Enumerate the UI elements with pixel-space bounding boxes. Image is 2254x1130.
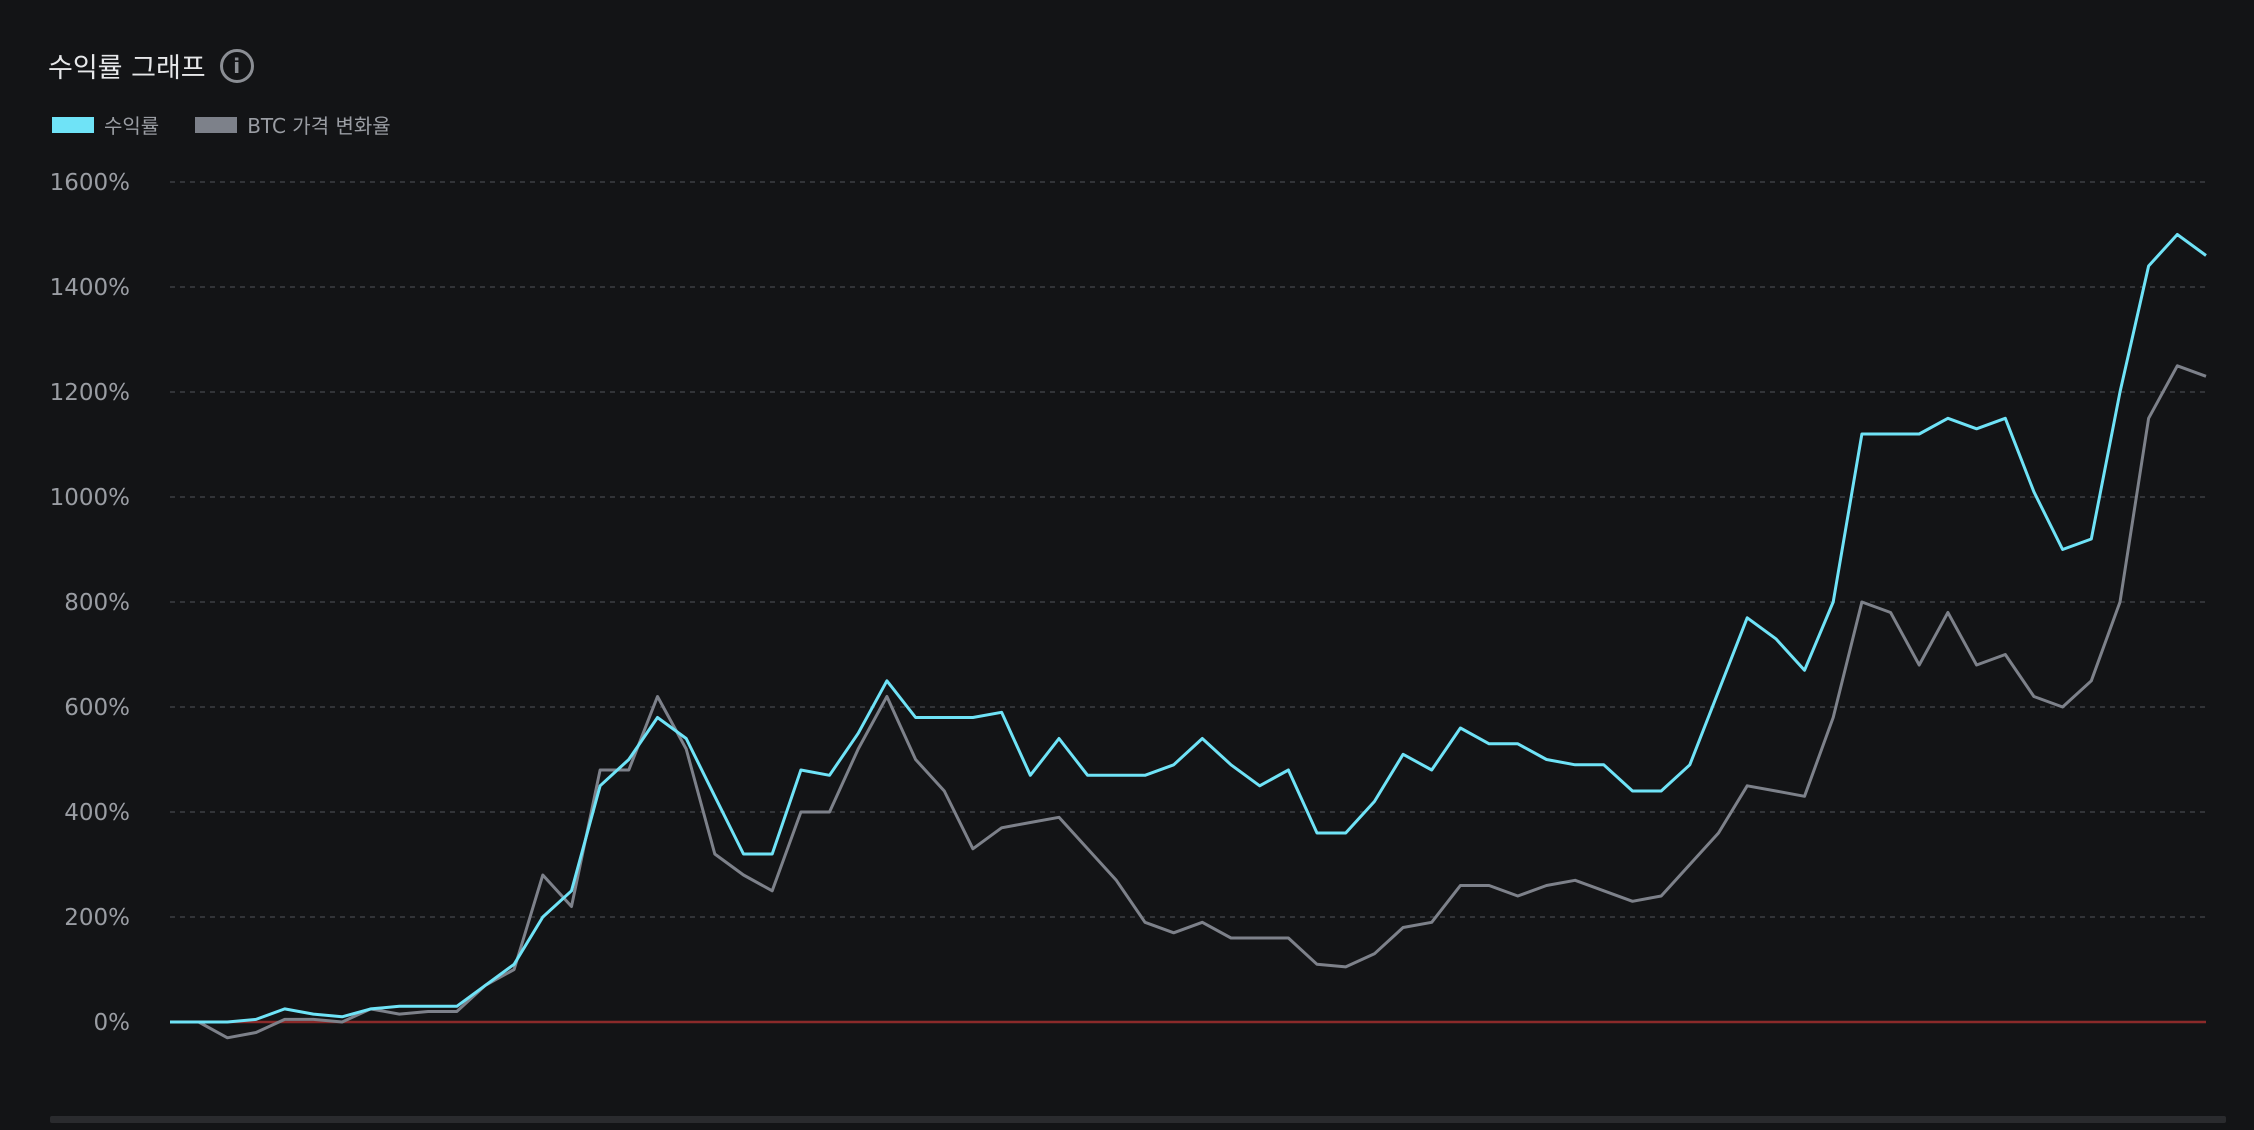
y-tick-label: 800% xyxy=(64,590,130,616)
y-tick-label: 400% xyxy=(64,800,130,826)
series-line-btc xyxy=(170,364,2207,1040)
y-tick-label: 1600% xyxy=(50,170,130,196)
y-tick-label: 1200% xyxy=(50,380,130,406)
legend-item-return[interactable]: 수익률 xyxy=(52,110,159,139)
page-title: 수익률 그래프 xyxy=(48,53,206,84)
y-tick-label: 0% xyxy=(94,1010,131,1036)
legend-swatch-return xyxy=(52,116,94,133)
legend-label-return: 수익률 xyxy=(104,114,160,138)
legend-label-btc: BTC 가격 변화율 xyxy=(247,114,391,138)
horizontal-scrollbar[interactable] xyxy=(50,1116,2226,1123)
legend-item-btc[interactable]: BTC 가격 변화율 xyxy=(195,110,391,139)
series-line-return xyxy=(170,233,2207,1024)
chart-header: 수익률 그래프 i xyxy=(48,46,254,85)
legend: 수익률 BTC 가격 변화율 xyxy=(52,110,391,139)
y-tick-label: 600% xyxy=(64,695,130,721)
legend-swatch-btc xyxy=(195,116,238,133)
y-tick-label: 1400% xyxy=(50,275,130,301)
y-tick-label: 1000% xyxy=(50,485,130,511)
y-tick-label: 200% xyxy=(64,905,130,931)
info-circle-icon[interactable]: i xyxy=(219,48,254,83)
